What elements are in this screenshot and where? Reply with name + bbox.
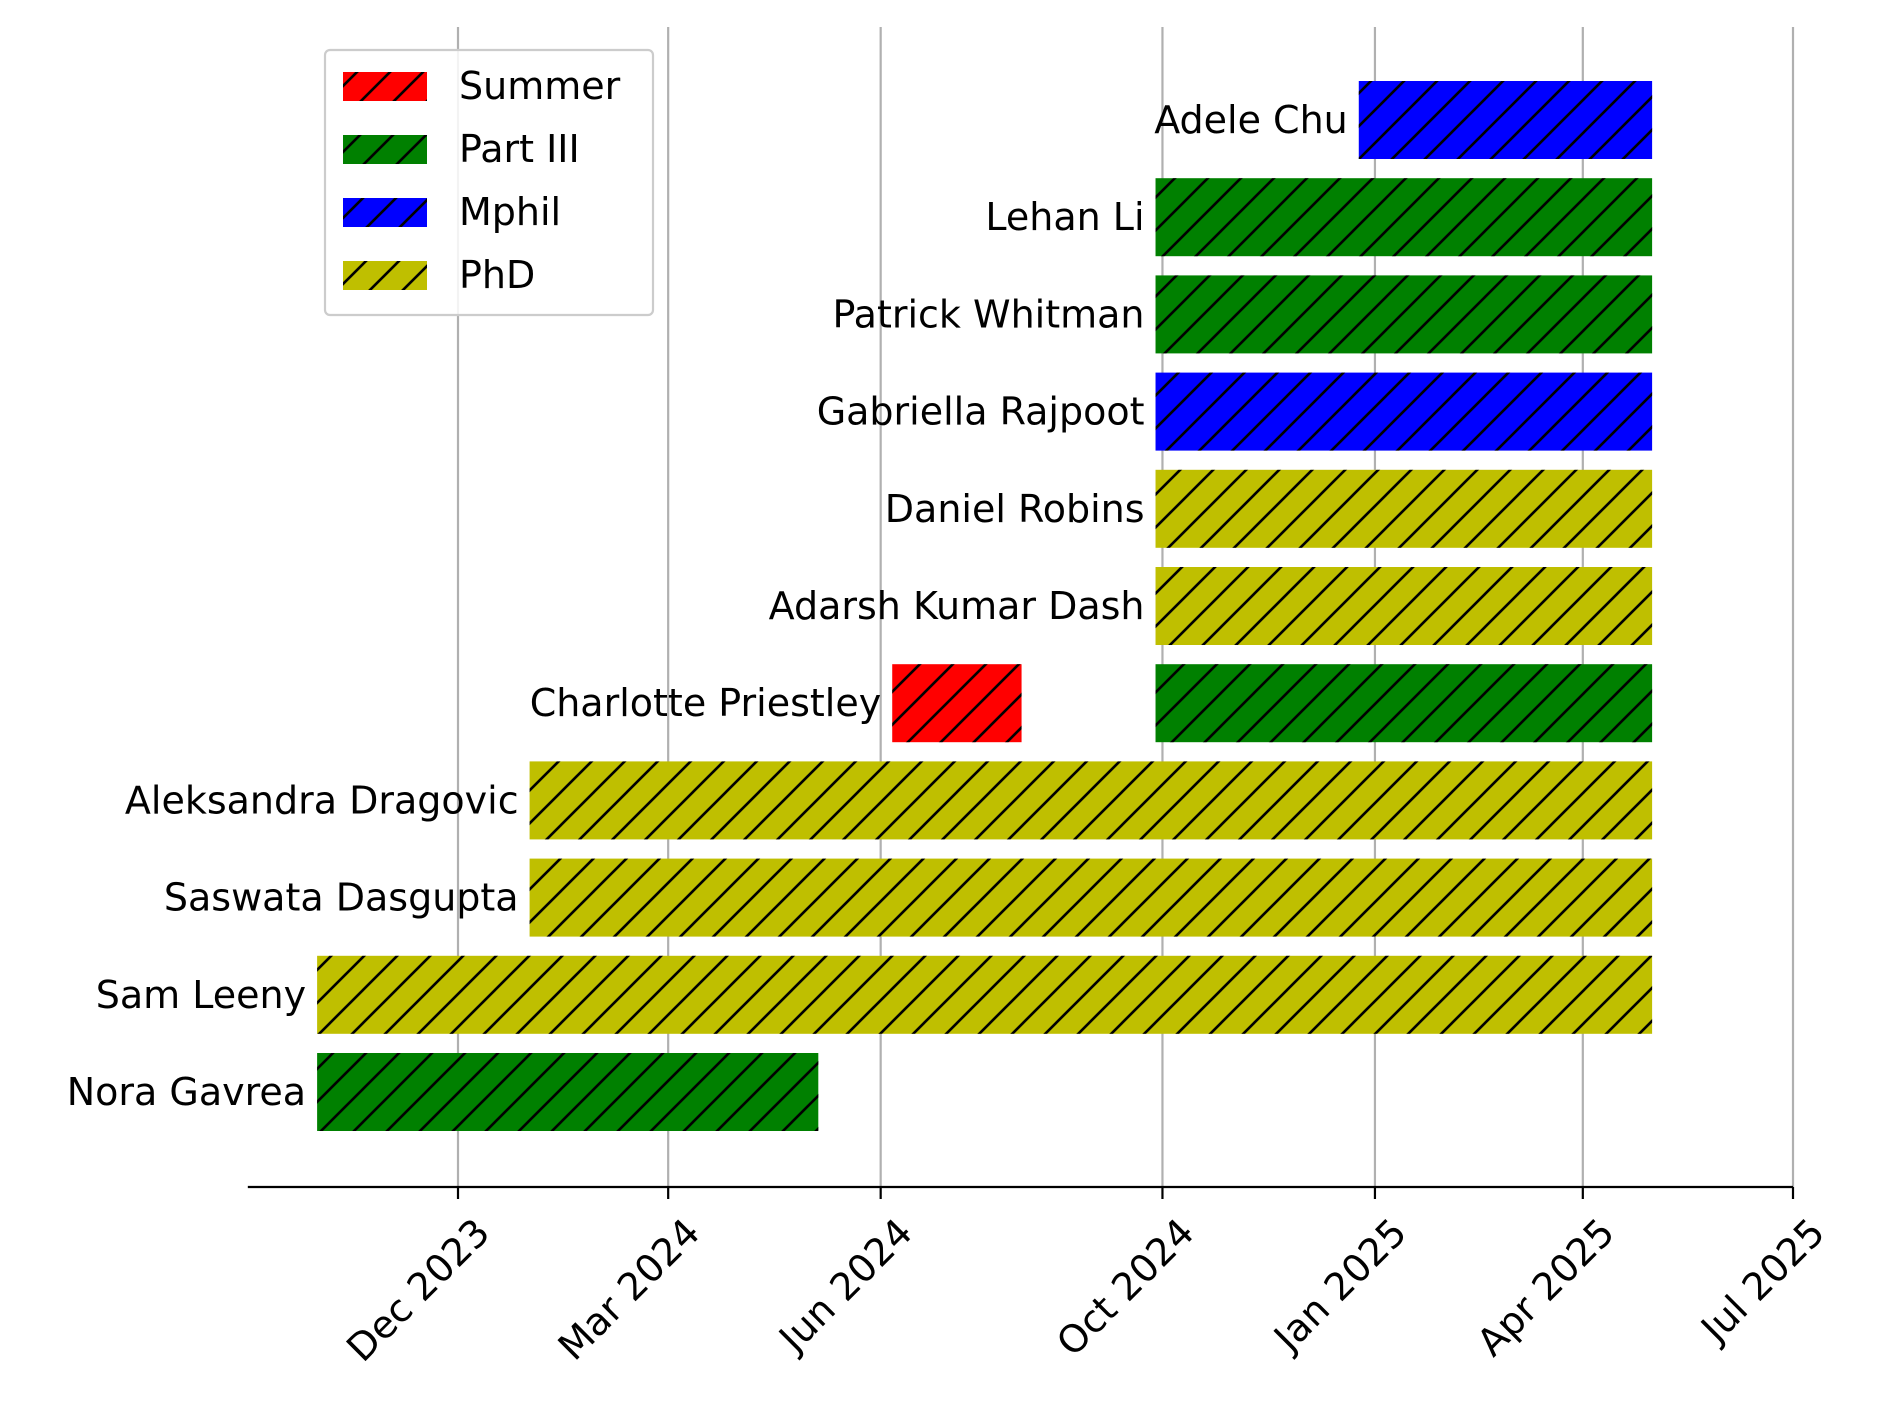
x-tick-label: Apr 2025	[1468, 1210, 1623, 1365]
row-label: Patrick Whitman	[832, 292, 1144, 336]
legend-swatch-hatch	[343, 198, 427, 227]
bar-hatch	[317, 955, 1653, 1034]
legend: Summer Part III Mphil PhD	[323, 48, 655, 317]
row-label: Gabriella Rajpoot	[817, 390, 1145, 434]
row-label: Daniel Robins	[885, 487, 1145, 531]
bar-hatch	[1155, 275, 1653, 354]
bar-hatch	[317, 1053, 819, 1131]
bar-hatch	[892, 664, 1022, 743]
x-tick-label: Oct 2024	[1048, 1210, 1203, 1365]
x-tick-label: Jul 2025	[1691, 1210, 1833, 1352]
legend-frame	[323, 48, 655, 317]
bar-hatch	[1155, 664, 1653, 743]
x-tick-label: Dec 2023	[338, 1210, 498, 1370]
row-label: Sam Leeny	[96, 973, 306, 1017]
bar-hatch	[1155, 178, 1653, 257]
bar-hatch	[1155, 372, 1653, 451]
legend-label: Mphil	[459, 190, 561, 234]
row-label: Charlotte Priestley	[530, 681, 882, 725]
legend-label: Part III	[459, 127, 580, 171]
bar-hatch	[529, 858, 1653, 937]
row-label: Adarsh Kumar Dash	[769, 584, 1145, 628]
row-label: Nora Gavrea	[67, 1070, 306, 1114]
legend-label: Summer	[459, 64, 621, 108]
row-labels: Adele Chu Lehan Li Patrick Whitman Gabriell…	[67, 98, 1348, 1114]
bar-hatch	[1358, 81, 1653, 159]
x-tick-label: Mar 2024	[550, 1210, 709, 1369]
bar-hatch	[1155, 567, 1653, 645]
x-tick-label: Jun 2024	[769, 1210, 920, 1361]
row-label: Aleksandra Dragovic	[125, 778, 519, 822]
x-axis: Dec 2023 Mar 2024 Jun 2024 Oct 2024 Jan 2025…	[247, 1185, 1833, 1370]
bars	[317, 81, 1653, 1131]
legend-swatch-hatch	[343, 261, 427, 290]
legend-label: PhD	[459, 253, 535, 297]
row-label: Lehan Li	[985, 195, 1144, 239]
bar-hatch	[529, 761, 1653, 840]
bar-hatch	[1155, 469, 1653, 548]
row-label: Saswata Dasgupta	[164, 876, 519, 920]
x-tick-label: Jan 2025	[1264, 1210, 1415, 1361]
row-label: Adele Chu	[1154, 98, 1348, 142]
legend-swatch-hatch	[343, 72, 427, 101]
legend-swatch-hatch	[343, 135, 427, 164]
